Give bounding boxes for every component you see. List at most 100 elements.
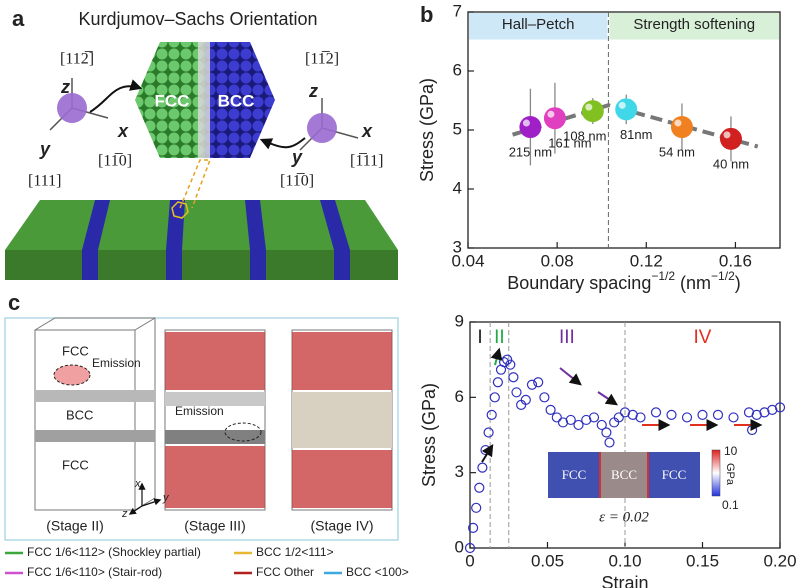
legend-label: FCC 1/6<112> (Shockley partial) — [27, 545, 201, 559]
point — [670, 116, 693, 139]
data-point — [601, 427, 612, 438]
point-label: 54 nm — [659, 144, 695, 159]
triad-label: z — [121, 508, 128, 520]
data-point — [573, 419, 584, 431]
emission-site — [224, 422, 262, 442]
y-axis-label: Stress (GPa) — [417, 78, 437, 182]
x-axis-label-part: (nm — [675, 273, 711, 293]
direction-label: [112̅] — [60, 51, 94, 68]
data-point — [759, 407, 770, 418]
point — [519, 116, 542, 139]
y-tick-label: 6 — [455, 387, 464, 406]
point-highlight — [522, 119, 530, 127]
panel-title: Kurdjumov–Sachs Orientation — [78, 9, 317, 29]
data-point — [499, 357, 510, 368]
point — [581, 100, 604, 123]
point — [615, 98, 638, 121]
data-point — [551, 412, 562, 423]
data-point — [474, 482, 485, 493]
legend-label: FCC Other — [256, 565, 314, 579]
interface — [35, 390, 155, 402]
point-label: 40 nm — [713, 156, 749, 171]
direction-label: [11̅0] — [98, 153, 132, 170]
sim-box — [34, 317, 156, 511]
y-tick-label: 7 — [453, 1, 462, 20]
stage-label: III — [559, 327, 575, 348]
x-axis-label: Strain — [601, 573, 648, 588]
trend-line — [511, 103, 759, 149]
data-point — [533, 377, 544, 388]
panel-a: a Kurdjumov–Sachs Orientation FCC BCC [1… — [5, 6, 398, 280]
axis-letter: z — [308, 81, 318, 101]
legend-label: BCC 1/2<111> — [256, 545, 334, 559]
axis-letter: x — [117, 121, 129, 141]
data-point — [505, 359, 516, 370]
phase-label: FCC — [155, 91, 190, 110]
stage-arrow — [559, 367, 582, 386]
region-label: Hall–Petch — [502, 16, 575, 33]
data-point — [613, 412, 624, 423]
colorbar-unit: GPa — [724, 463, 736, 486]
triad — [128, 482, 162, 515]
data-point — [539, 392, 550, 403]
slab-front — [5, 250, 398, 280]
panel-c-left: c FCC Emission BCC FCC Emission x — [4, 290, 409, 579]
stage-arrow — [597, 391, 618, 406]
point-highlight — [585, 103, 593, 111]
data-point — [619, 407, 631, 418]
emission-site — [53, 364, 91, 386]
x-tick-label: 0.20 — [763, 551, 796, 570]
y-tick-label: 6 — [453, 60, 462, 79]
inset-label: FCC — [662, 467, 687, 482]
data-point — [565, 414, 576, 426]
colorbar-label: 10 — [724, 444, 738, 458]
x-axis-label-part: −1/2 — [711, 269, 735, 283]
x-tick-label: 0.10 — [608, 551, 641, 570]
point — [543, 107, 566, 130]
y-tick-label: 5 — [453, 119, 462, 138]
x-tick-label: 0.05 — [531, 551, 564, 570]
data-point — [635, 412, 646, 423]
stage-label: IV — [694, 327, 712, 348]
y-tick-label: 3 — [455, 462, 464, 481]
data-point — [681, 412, 693, 423]
direction-label: [1̅11] — [350, 153, 383, 170]
box-label: FCC — [62, 343, 89, 358]
inset-label: FCC — [562, 467, 587, 482]
point-label: 215 nm — [509, 144, 552, 159]
data-point — [767, 404, 778, 415]
data-point — [746, 424, 758, 436]
colorbar-label: 0.1 — [722, 498, 739, 512]
x-tick-label: 0.08 — [541, 251, 574, 270]
stage-label: I — [477, 327, 482, 348]
data-point — [650, 407, 662, 418]
data-point — [483, 427, 494, 438]
stage-arrow — [481, 443, 494, 463]
axis-letter: z — [60, 77, 70, 97]
data-point — [743, 407, 755, 418]
data-point — [508, 372, 519, 383]
arrow — [89, 79, 143, 113]
stage-label: II — [494, 327, 505, 348]
emission-label: Emission — [92, 356, 141, 370]
data-point — [489, 392, 500, 403]
zoom-lines — [179, 159, 212, 209]
y-axis-label: Stress (GPa) — [419, 383, 439, 487]
frame — [4, 317, 399, 541]
data-point — [588, 412, 600, 423]
y-tick-label: 9 — [455, 311, 464, 330]
zoom-hexagon — [171, 201, 189, 219]
data-point — [666, 409, 677, 421]
axis-letter: y — [39, 139, 51, 159]
x-axis-label: Boundary spacing−1/2 (nm−1/2) — [507, 269, 741, 293]
panel-label: a — [12, 6, 25, 31]
data-point — [627, 409, 638, 421]
axis-letter: x — [361, 121, 373, 141]
data-point — [511, 387, 522, 398]
x-axis-label-part: ) — [735, 273, 741, 293]
data-point — [604, 437, 615, 448]
data-point — [492, 377, 503, 388]
y-tick-label: 3 — [453, 237, 462, 256]
sim-box — [291, 329, 393, 511]
